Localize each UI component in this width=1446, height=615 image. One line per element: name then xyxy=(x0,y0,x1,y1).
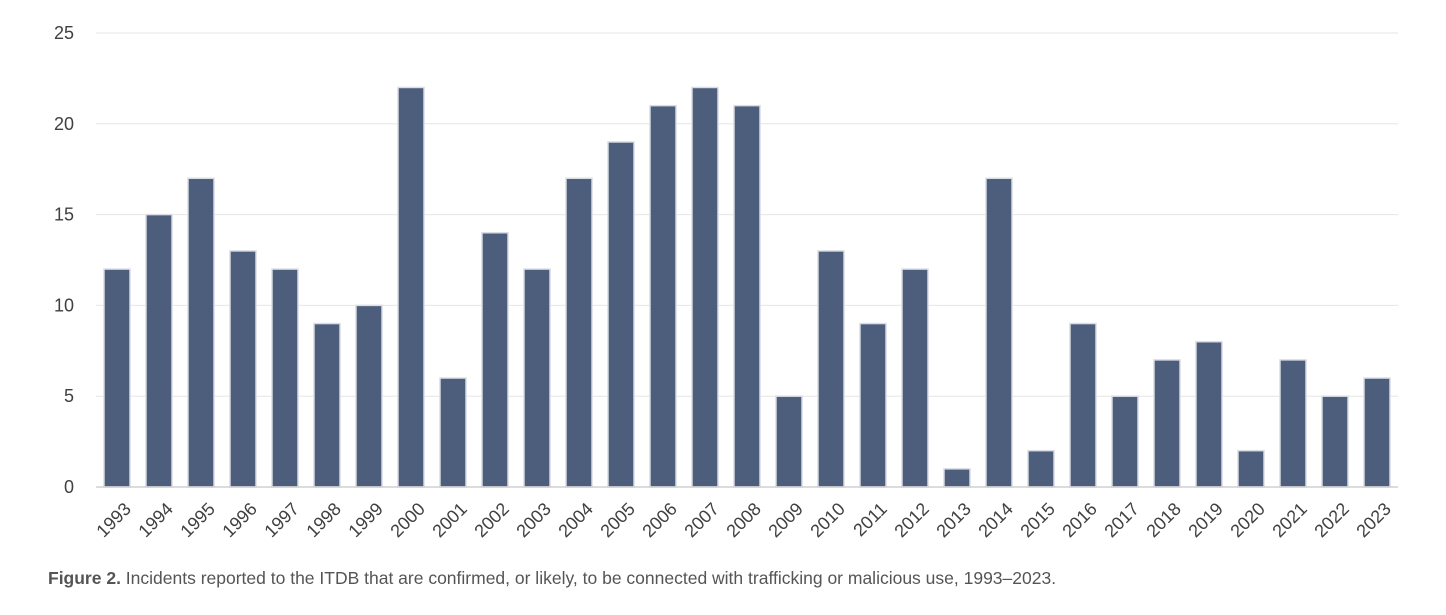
x-tick-label: 1994 xyxy=(134,499,176,541)
x-tick-label: 1997 xyxy=(260,499,302,541)
bar xyxy=(397,86,425,488)
y-tick-label: 25 xyxy=(54,23,74,43)
bar xyxy=(1363,377,1391,488)
bar xyxy=(817,250,845,488)
bar xyxy=(439,377,467,488)
bar xyxy=(1321,395,1349,488)
figure-caption: Figure 2. Incidents reported to the ITDB… xyxy=(48,568,1438,589)
bar xyxy=(1069,322,1097,488)
x-tick-label: 1998 xyxy=(302,499,344,541)
y-tick-label: 5 xyxy=(64,386,74,406)
bar xyxy=(229,250,257,488)
x-tick-label: 2000 xyxy=(386,499,428,541)
bar xyxy=(145,213,173,488)
bars xyxy=(103,86,1391,488)
x-tick-label: 2020 xyxy=(1226,499,1268,541)
bar xyxy=(1237,449,1265,488)
bar xyxy=(775,395,803,488)
x-tick-label: 2019 xyxy=(1184,499,1226,541)
x-tick-label: 2004 xyxy=(554,499,596,541)
bar xyxy=(565,177,593,488)
x-tick-label: 2006 xyxy=(638,499,680,541)
caption-label: Figure 2. xyxy=(48,568,121,588)
x-tick-label: 1999 xyxy=(344,499,386,541)
bar xyxy=(481,232,509,488)
x-tick-label: 2017 xyxy=(1100,499,1142,541)
bar xyxy=(1027,449,1055,488)
bar xyxy=(607,141,635,488)
x-axis-ticks: 1993 1994 1995 1996 1997 1998 1999 2000 2001 2002… xyxy=(92,499,1394,541)
caption-text: Incidents reported to the ITDB that are … xyxy=(120,568,1057,588)
bar xyxy=(523,268,551,488)
bar xyxy=(187,177,215,488)
x-tick-label: 2011 xyxy=(849,499,891,541)
x-tick-label: 2015 xyxy=(1016,499,1058,541)
bar xyxy=(691,86,719,488)
bar xyxy=(1111,395,1139,488)
x-tick-label: 2021 xyxy=(1268,499,1310,541)
x-tick-label: 2003 xyxy=(512,499,554,541)
x-tick-label: 2008 xyxy=(722,499,764,541)
x-tick-label: 1993 xyxy=(92,499,134,541)
x-tick-label: 2005 xyxy=(596,499,638,541)
x-tick-label: 2023 xyxy=(1352,499,1394,541)
y-tick-label: 20 xyxy=(54,114,74,134)
x-tick-label: 2009 xyxy=(764,499,806,541)
bar xyxy=(355,304,383,488)
bar xyxy=(271,268,299,488)
bar xyxy=(1279,359,1307,488)
bar xyxy=(103,268,131,488)
y-axis-ticks: 0 5 10 15 20 25 xyxy=(54,23,74,497)
bar xyxy=(1195,340,1223,488)
x-tick-label: 2001 xyxy=(428,499,470,541)
x-tick-label: 2012 xyxy=(890,499,932,541)
bar xyxy=(649,104,677,488)
x-tick-label: 2002 xyxy=(470,499,512,541)
x-tick-label: 2007 xyxy=(680,499,722,541)
y-tick-label: 10 xyxy=(54,295,74,315)
bar xyxy=(943,468,971,488)
x-tick-label: 1996 xyxy=(218,499,260,541)
x-tick-label: 1995 xyxy=(176,499,218,541)
x-tick-label: 2016 xyxy=(1058,499,1100,541)
x-tick-label: 2018 xyxy=(1142,499,1184,541)
y-tick-label: 0 xyxy=(64,477,74,497)
bar xyxy=(733,104,761,488)
bar xyxy=(859,322,887,488)
bar xyxy=(1153,359,1181,488)
x-tick-label: 2014 xyxy=(974,499,1016,541)
y-tick-label: 15 xyxy=(54,205,74,225)
bar xyxy=(313,322,341,488)
x-tick-label: 2010 xyxy=(806,499,848,541)
x-tick-label: 2022 xyxy=(1310,499,1352,541)
bar xyxy=(985,177,1013,488)
x-tick-label: 2013 xyxy=(932,499,974,541)
bar xyxy=(901,268,929,488)
